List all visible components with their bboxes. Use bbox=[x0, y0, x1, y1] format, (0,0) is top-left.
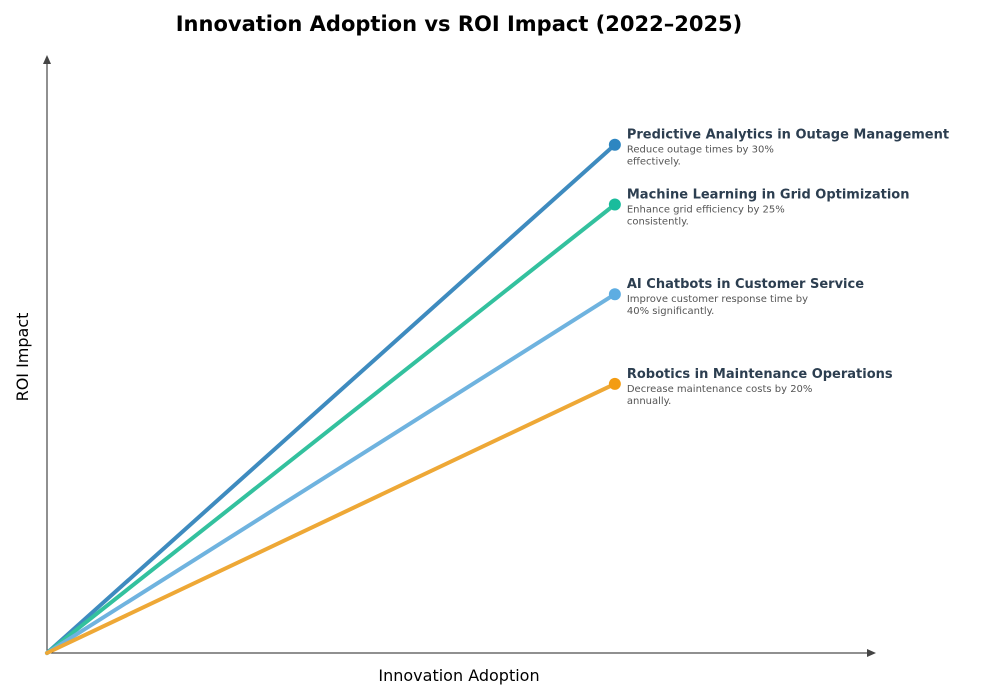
y-axis bbox=[43, 55, 51, 653]
series-description: Reduce outage times by 30% bbox=[627, 145, 774, 156]
y-axis-label: ROI Impact bbox=[13, 313, 32, 402]
series-description: consistently. bbox=[627, 217, 689, 228]
y-axis-arrow-icon bbox=[43, 55, 51, 64]
series-description: Decrease maintenance costs by 20% bbox=[627, 384, 813, 395]
series-line bbox=[45, 381, 617, 655]
series-end-point bbox=[608, 377, 621, 390]
series-line bbox=[45, 142, 617, 655]
series-layer: Predictive Analytics in Outage Managemen… bbox=[45, 128, 949, 655]
x-axis bbox=[47, 649, 876, 657]
x-axis-label: Innovation Adoption bbox=[378, 666, 539, 685]
series-description: 40% significantly. bbox=[627, 306, 715, 317]
chart-title: Innovation Adoption vs ROI Impact (2022–… bbox=[176, 12, 743, 36]
series-line bbox=[45, 292, 617, 655]
series-label: Machine Learning in Grid Optimization bbox=[627, 188, 910, 203]
series-label: Robotics in Maintenance Operations bbox=[627, 367, 893, 382]
series-description: effectively. bbox=[627, 157, 681, 168]
x-axis-arrow-icon bbox=[867, 649, 876, 657]
series-2: AI Chatbots in Customer Service Improve c… bbox=[45, 277, 864, 655]
series-end-point bbox=[608, 288, 621, 301]
series-label: Predictive Analytics in Outage Managemen… bbox=[627, 128, 949, 143]
series-1: Machine Learning in Grid Optimization Enh… bbox=[45, 188, 910, 655]
series-line bbox=[45, 202, 617, 655]
series-3: Robotics in Maintenance Operations Decrea… bbox=[45, 367, 893, 655]
series-description: Enhance grid efficiency by 25% bbox=[627, 205, 785, 216]
series-end-point bbox=[608, 198, 621, 211]
series-label: AI Chatbots in Customer Service bbox=[627, 277, 864, 292]
series-end-point bbox=[608, 138, 621, 151]
series-description: Improve customer response time by bbox=[627, 294, 808, 305]
series-description: annually. bbox=[627, 396, 672, 407]
series-0: Predictive Analytics in Outage Managemen… bbox=[45, 128, 949, 655]
